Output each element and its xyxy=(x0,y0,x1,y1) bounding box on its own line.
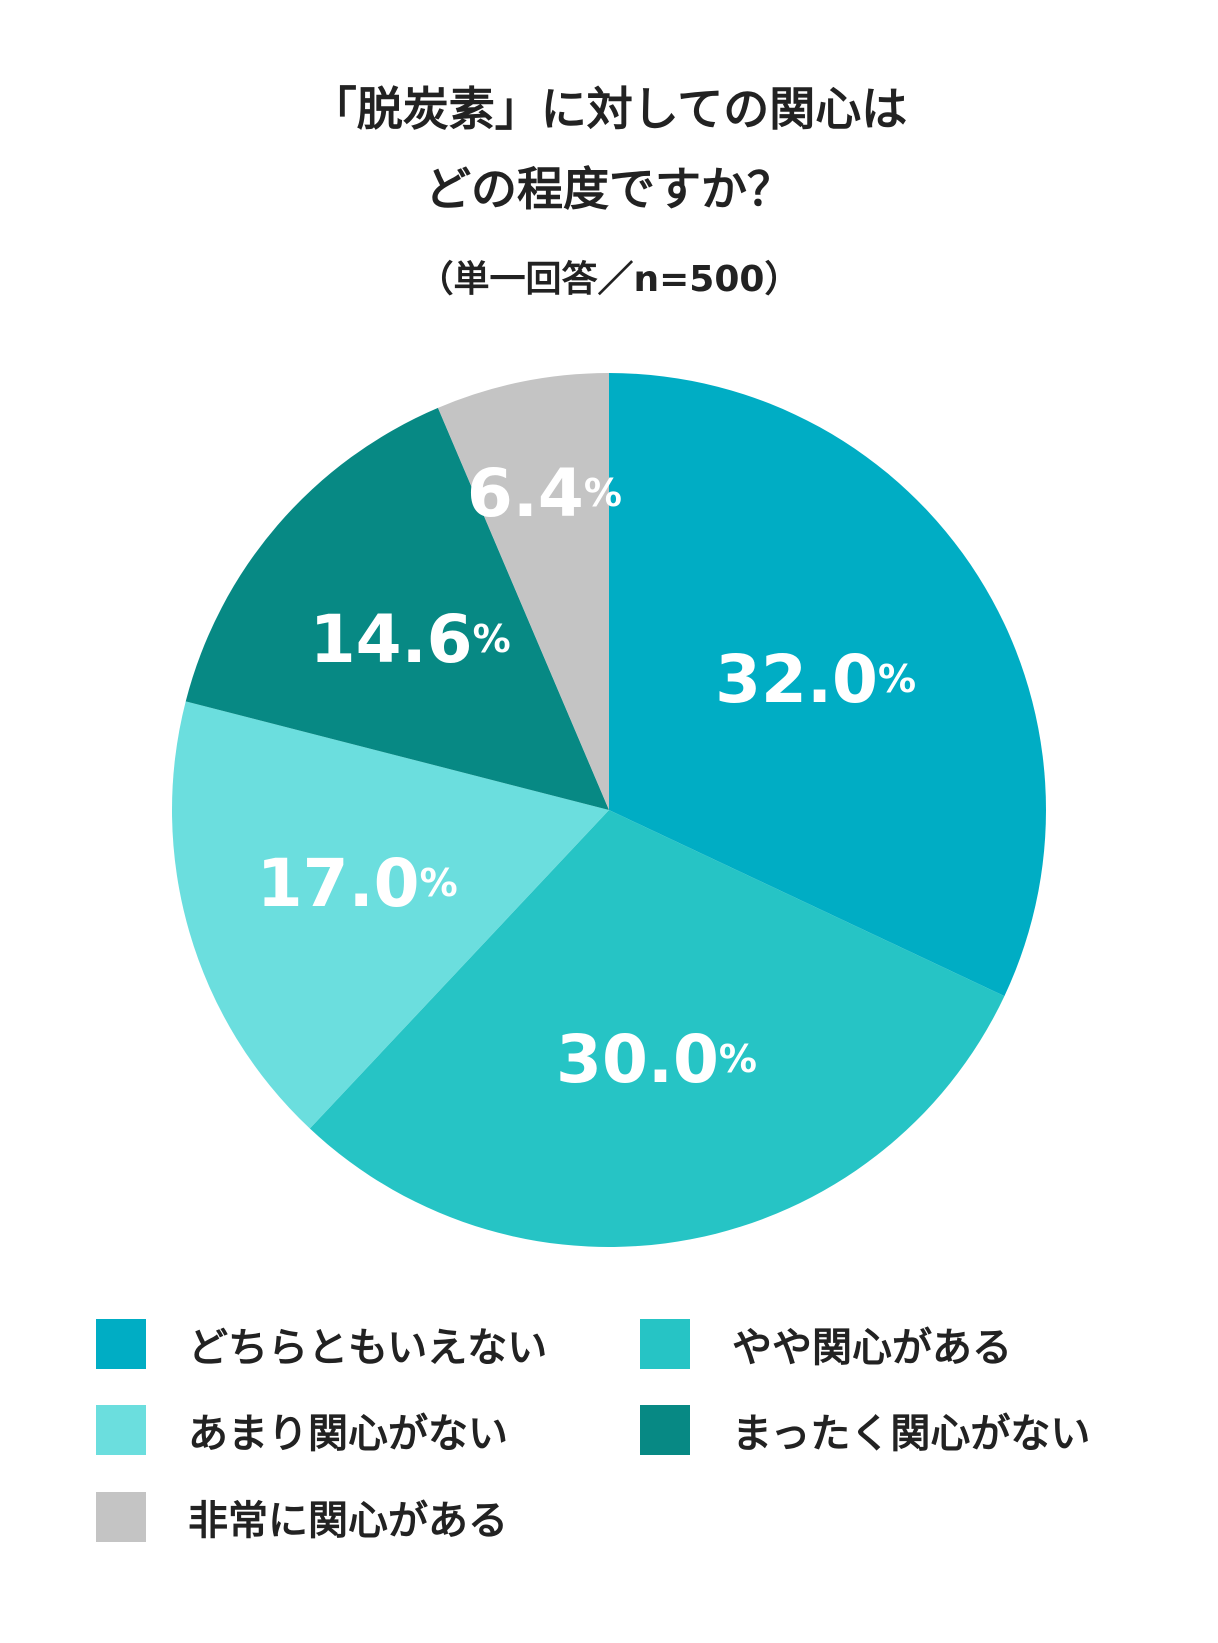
slice-value-label: 14.6% xyxy=(310,601,511,678)
chart-title-line-2: どの程度ですか？ xyxy=(425,162,793,216)
slice-value-label: 6.4% xyxy=(467,455,622,532)
pie-slice xyxy=(609,373,1047,997)
slice-value-label: 32.0% xyxy=(715,640,916,717)
pie-slice xyxy=(309,810,1005,1248)
chart-title-line-1: 「脱炭素」に対しての関心は xyxy=(310,82,908,136)
chart-subtitle: （単一回答／n=500） xyxy=(417,259,801,300)
pie-slice xyxy=(171,701,610,1129)
pie-slice xyxy=(185,407,610,810)
pie-slice xyxy=(437,373,609,810)
slice-value-label: 30.0% xyxy=(556,1021,757,1098)
slice-value-label: 17.0% xyxy=(257,845,458,922)
